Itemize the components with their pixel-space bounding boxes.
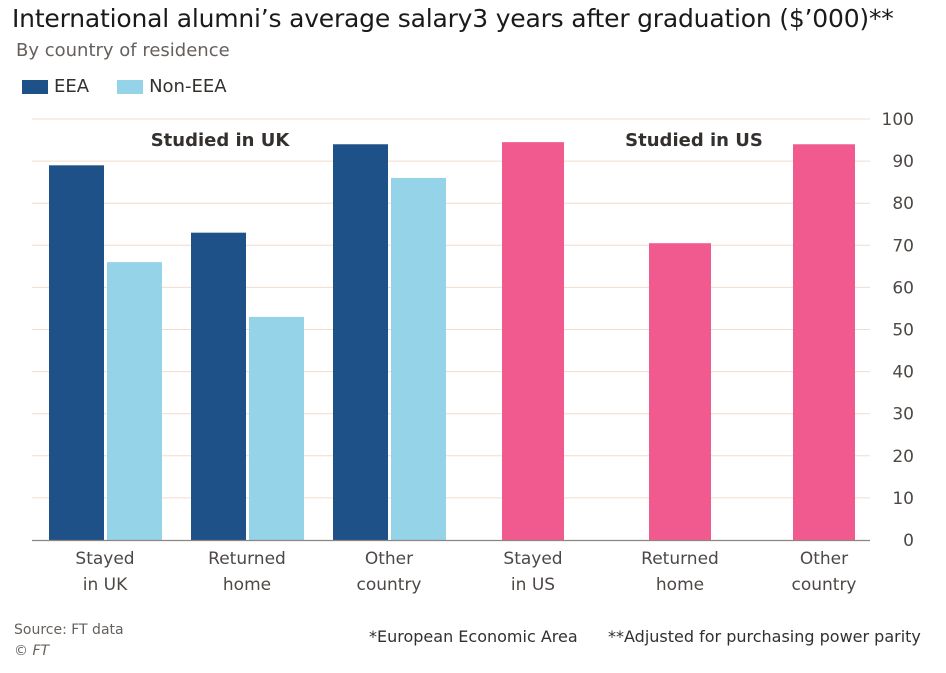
x-category-label: country	[791, 575, 856, 595]
bar-uk-2-noneea	[391, 177, 446, 540]
bar-uk-1-eea	[191, 232, 246, 541]
y-tick-label: 90	[892, 152, 914, 172]
x-category-label: Other	[800, 549, 848, 569]
footnote-eea: *European Economic Area	[369, 627, 578, 646]
y-tick-label: 50	[892, 321, 914, 341]
y-tick-label: 30	[892, 405, 914, 425]
legend-item-non-eea: Non-EEA	[117, 76, 227, 97]
x-category-label: Returned	[641, 549, 719, 569]
legend-label-eea: EEA	[54, 76, 90, 97]
legend: EEA Non-EEA	[22, 76, 255, 97]
bar-uk-2-eea	[333, 144, 388, 540]
bar-us-0	[502, 142, 564, 540]
y-tick-label: 70	[892, 236, 914, 256]
group-label-us: Studied in US	[625, 130, 763, 151]
y-tick-label: 40	[892, 363, 914, 383]
x-category-label: Stayed	[503, 549, 562, 569]
x-category-label: Other	[365, 549, 413, 569]
bar-uk-0-noneea	[107, 262, 162, 540]
y-tick-label: 10	[892, 489, 914, 509]
x-category-label: in US	[511, 575, 555, 595]
bar-uk-0-eea	[49, 165, 104, 540]
y-tick-label: 0	[903, 531, 914, 551]
bar-us-1	[649, 243, 711, 540]
group-label-uk: Studied in UK	[151, 130, 291, 151]
legend-swatch-eea	[22, 79, 48, 94]
legend-label-non-eea: Non-EEA	[149, 76, 227, 97]
x-category-label: Stayed	[75, 549, 134, 569]
y-tick-label: 80	[892, 194, 914, 214]
legend-swatch-non-eea	[117, 79, 144, 94]
x-category-label: in UK	[83, 575, 128, 595]
copyright-text: © FT	[14, 643, 50, 659]
bar-uk-1-noneea	[249, 316, 304, 540]
y-tick-label: 100	[882, 110, 914, 130]
y-tick-label: 20	[892, 447, 914, 467]
x-category-label: home	[223, 575, 271, 595]
chart-subtitle: By country of residence	[16, 40, 230, 61]
x-category-label: home	[656, 575, 704, 595]
source-block: Source: FT data © FT	[14, 620, 124, 662]
x-category-label: country	[356, 575, 421, 595]
x-category-label: Returned	[208, 549, 286, 569]
y-tick-label: 60	[892, 278, 914, 298]
chart-title: International alumni’s average salary3 y…	[12, 4, 894, 33]
source-text: Source: FT data	[14, 622, 124, 638]
bar-us-2	[793, 144, 855, 540]
legend-item-eea: EEA	[22, 76, 89, 97]
footnote-ppp: **Adjusted for purchasing power parity	[608, 627, 921, 646]
